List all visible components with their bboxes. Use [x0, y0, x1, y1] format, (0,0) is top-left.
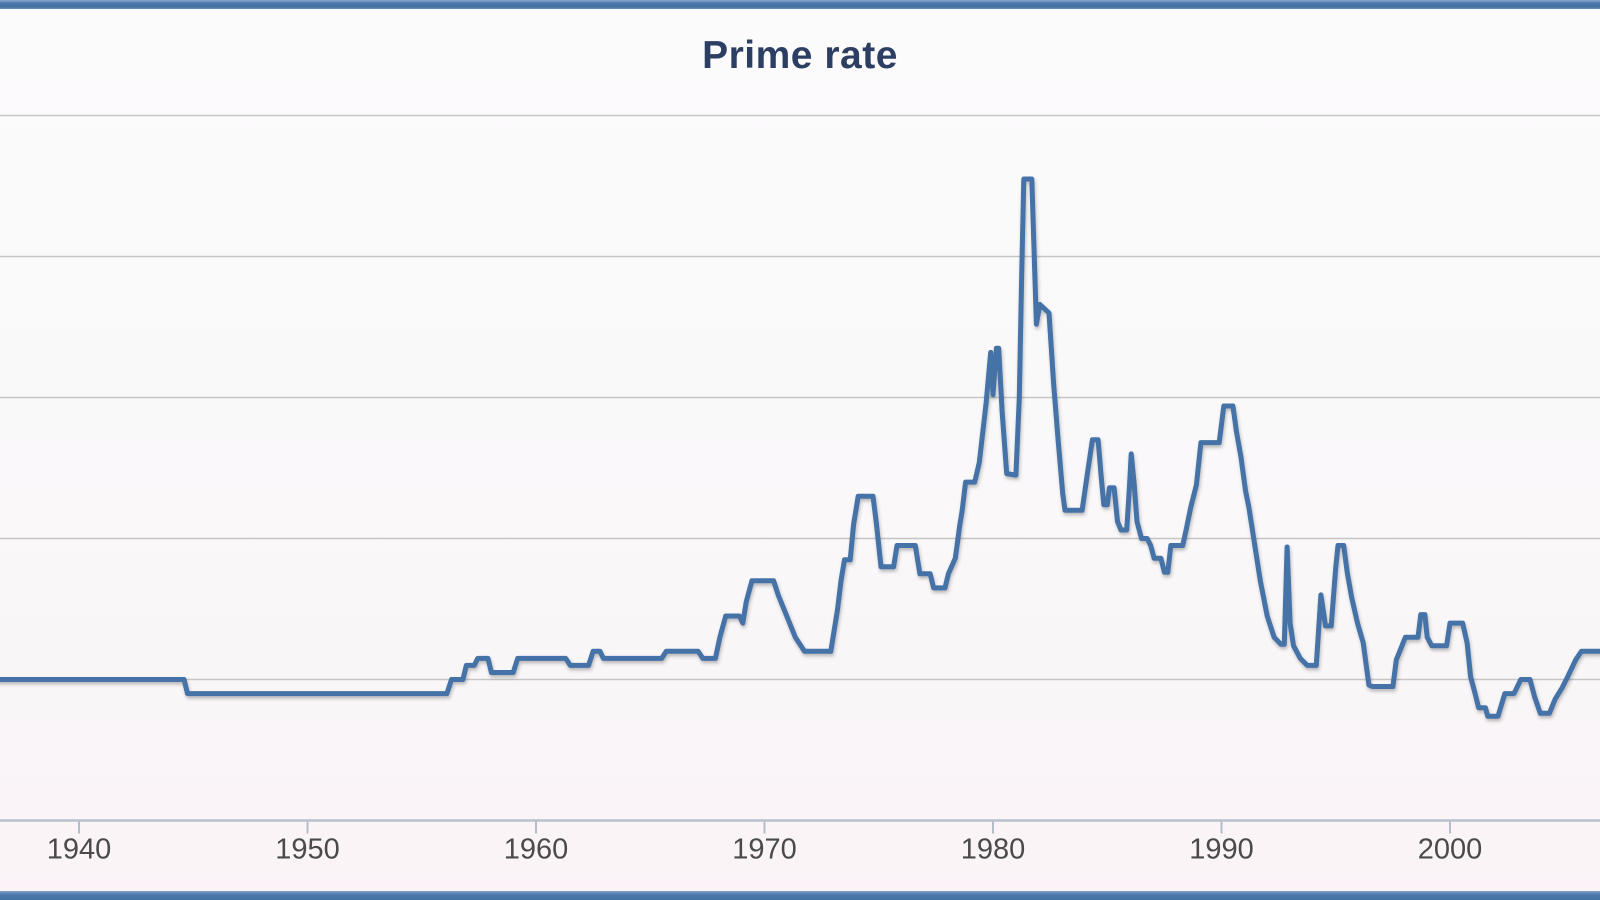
- series-line-prime-rate[interactable]: [0, 176, 1600, 719]
- x-axis-label-1940: 1940: [47, 834, 112, 866]
- x-axis-label-1990: 1990: [1189, 834, 1254, 866]
- chart-title: Prime rate: [702, 34, 898, 77]
- bottom-border-bar: [0, 891, 1600, 900]
- series-prime-rate: [0, 176, 1600, 719]
- x-axis-label-1970: 1970: [732, 834, 797, 866]
- x-axis-label-1980: 1980: [961, 834, 1026, 866]
- x-axis-label-1950: 1950: [275, 834, 340, 866]
- top-border-bar: [0, 0, 1600, 9]
- x-axis: 1940 1950 1960 1970 1980 1990 2000: [0, 819, 1600, 866]
- gridlines: [0, 114, 1600, 681]
- x-axis-label-2000: 2000: [1418, 834, 1483, 866]
- x-axis-label-1960: 1960: [504, 834, 569, 866]
